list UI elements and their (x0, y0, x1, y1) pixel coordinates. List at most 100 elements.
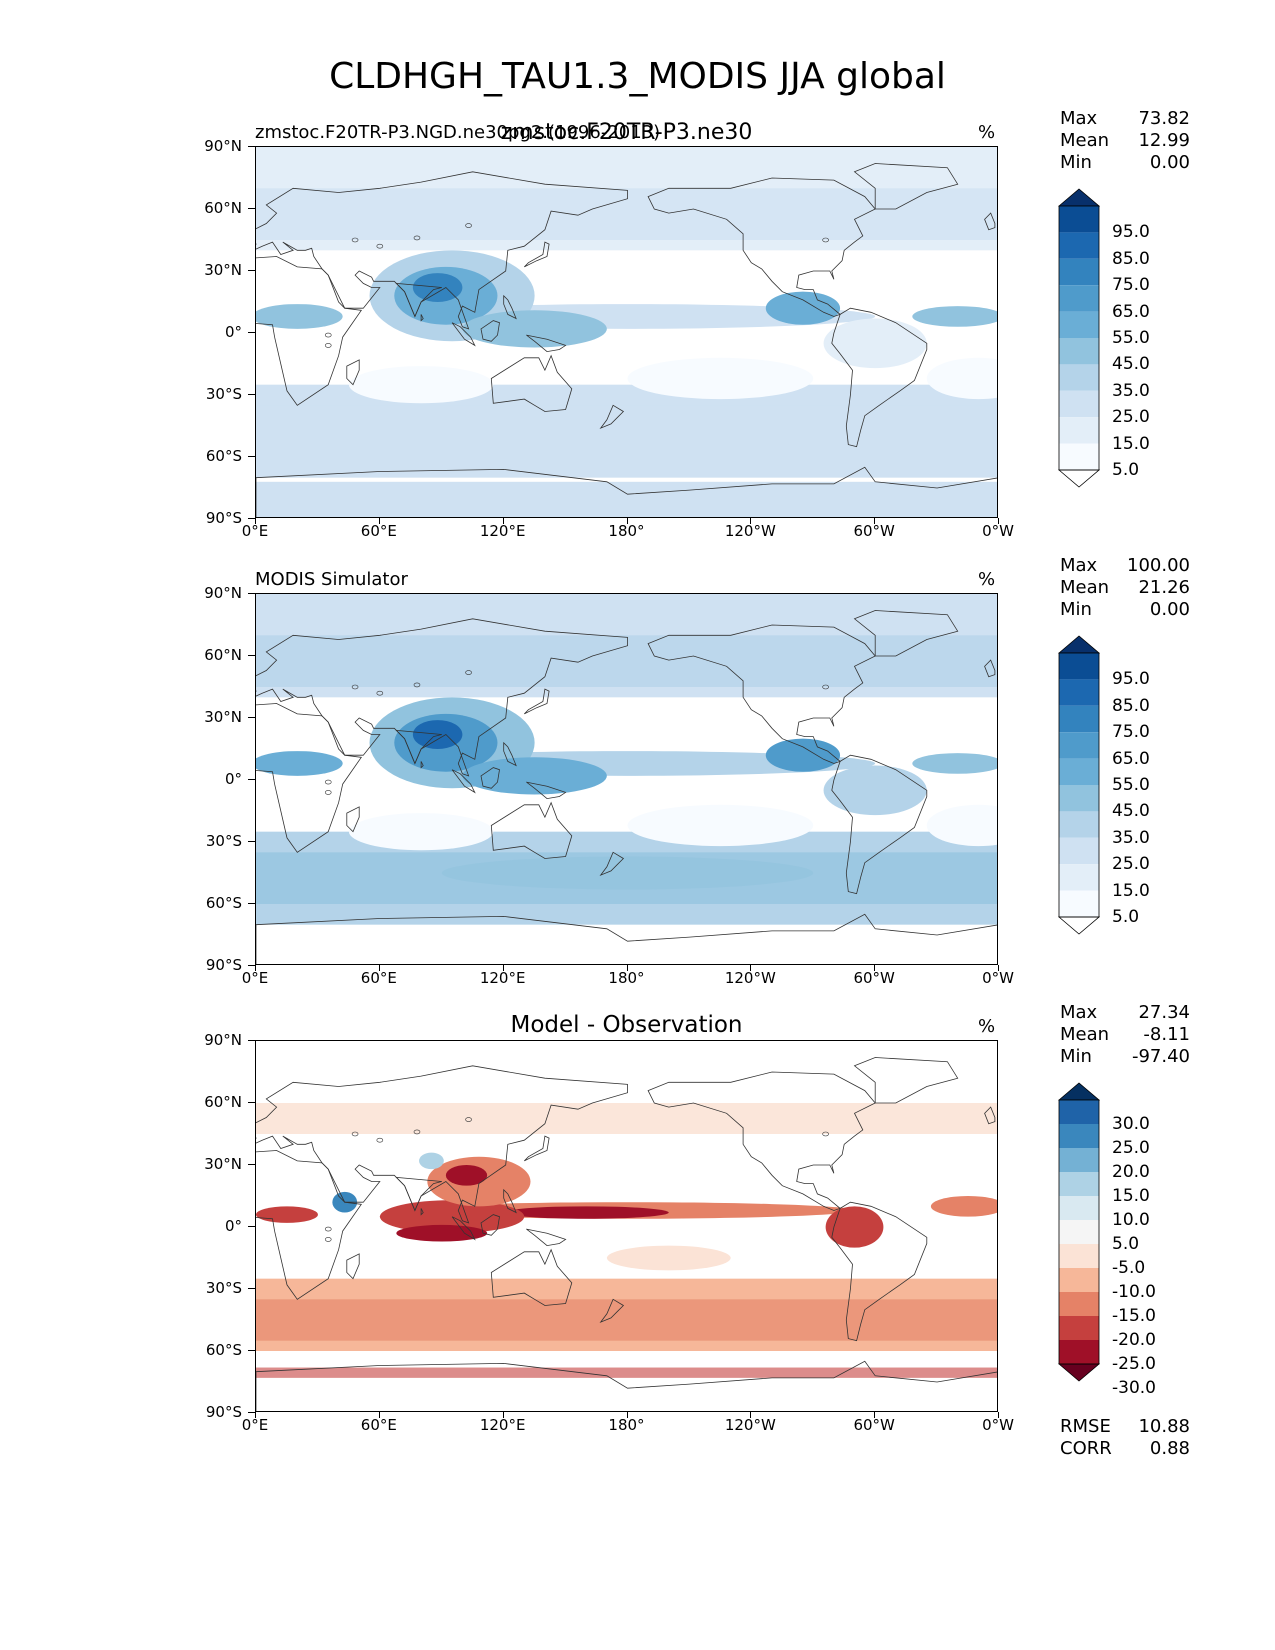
mean-value: 21.26 (1138, 577, 1190, 598)
lat-tick-label: 60°N (204, 1093, 242, 1111)
sumatra-coastline (451, 322, 476, 347)
africa-coastline (256, 256, 363, 406)
new-guinea-coastline (526, 334, 567, 353)
min-label: Min (1060, 599, 1092, 620)
japan-coastline (524, 688, 550, 715)
amazon-cloud (823, 318, 927, 369)
lake-6 (822, 1131, 829, 1137)
colorbar-tick-label: 25.0 (1112, 1138, 1150, 1158)
unit-label: % (978, 1016, 996, 1037)
antarctica-coastline (256, 913, 997, 964)
borneo-coastline (480, 767, 500, 789)
lat-tick-mark (248, 146, 255, 147)
coastlines (256, 610, 997, 964)
itcz-strong-neg (503, 1206, 669, 1219)
max-value: 100.00 (1127, 555, 1190, 576)
new-guinea-coastline (526, 781, 567, 800)
colorbar-segment (1059, 1244, 1099, 1268)
southern-storm-track-strong (256, 1299, 997, 1341)
colorbar-segment (1059, 811, 1099, 838)
colorbar-tick-label: 85.0 (1112, 248, 1150, 269)
colorbar-segment (1059, 338, 1099, 365)
lake-1 (376, 243, 384, 249)
lat-tick-mark (248, 717, 255, 718)
madagascar-coastline (346, 1253, 360, 1280)
colorbar-tick-label: 35.0 (1112, 827, 1150, 848)
max-label: Max (1060, 555, 1098, 576)
madagascar-coastline (346, 359, 360, 386)
uk-coastline (984, 212, 996, 231)
lat-tick-mark (248, 208, 255, 209)
lon-tick-label: 60°W (853, 1416, 895, 1434)
india-interior (395, 1176, 442, 1212)
lat-tick-mark (248, 1102, 255, 1103)
colorbar-tick-label: 30.0 (1112, 1114, 1150, 1134)
mean-label: Mean (1060, 577, 1110, 598)
reference-map (255, 593, 998, 965)
colorbar-top-extend (1057, 1082, 1101, 1101)
lake-5 (324, 343, 332, 348)
lat-tick-label: 60°S (205, 894, 242, 912)
south-america-coastline (831, 1201, 928, 1342)
colorbar-segment (1059, 1100, 1099, 1124)
greenland-coastline (853, 1057, 959, 1104)
lon-tick-mark (750, 1412, 752, 1418)
min-label: Min (1060, 1046, 1092, 1067)
lat-tick-mark (248, 518, 255, 519)
amazon-cloud (823, 765, 927, 816)
equatorial-io-strong-neg (396, 1224, 488, 1242)
lake-6 (822, 237, 829, 243)
lat-tick-label: 30°S (205, 385, 242, 403)
colorbar-tick-label: 75.0 (1112, 275, 1150, 296)
colorbar-top-extend (1057, 188, 1101, 207)
africa-convection (256, 751, 343, 776)
colorbar-tick-label: -10.0 (1112, 1282, 1156, 1302)
colorbar-tick-label: -5.0 (1112, 1258, 1146, 1278)
australia-coastline (490, 1248, 573, 1306)
data-field (256, 147, 997, 517)
colorbar-segment (1059, 1172, 1099, 1196)
lon-tick-label: 60°W (853, 969, 895, 987)
philippines-coastline (503, 1188, 517, 1214)
colorbar-tick-label: 25.0 (1112, 407, 1150, 428)
lat-tick-label: 90°N (204, 137, 242, 155)
northern-midlat-neg (256, 1103, 997, 1134)
antarctic-edge-neg (256, 1367, 997, 1378)
lat-tick-mark (248, 1350, 255, 1351)
japan-coastline (524, 1135, 550, 1162)
rmse-corr-box: RMSE 10.88 CORR 0.88 (1060, 1416, 1190, 1460)
south-pacific-weak-neg (606, 1245, 731, 1271)
lat-tick-label: 60°S (205, 1341, 242, 1359)
lake-4 (324, 1226, 332, 1232)
lon-tick-mark (502, 1412, 504, 1418)
lon-tick-mark (255, 965, 256, 971)
north-america-coastline (647, 1071, 876, 1211)
africa-coastline (256, 1150, 363, 1300)
corr-label: CORR (1060, 1438, 1112, 1459)
lon-tick-mark (874, 1412, 876, 1418)
colorbar-segment (1059, 258, 1099, 286)
lat-tick-label: 30°S (205, 832, 242, 850)
lake-1 (376, 690, 384, 696)
new-zealand-coastline (599, 1298, 625, 1324)
colorbar-segment (1059, 443, 1099, 470)
lon-tick-mark (502, 965, 504, 971)
colorbar (1057, 1082, 1102, 1382)
map-svg (256, 147, 997, 517)
max-value: 27.34 (1138, 1002, 1190, 1023)
lon-tick-label: 60°W (853, 522, 895, 540)
panel-left-label: zmstoc.F20TR-P3.NGD.ne30pg2.(1996-2013) (255, 122, 661, 143)
min-value: -97.40 (1131, 1046, 1190, 1067)
stats-box: Max 27.34 Mean -8.11 Min -97.40 (1060, 1002, 1190, 1068)
lat-tick-label: 60°N (204, 199, 242, 217)
colorbar-tick-label: 55.0 (1112, 775, 1150, 795)
new-zealand-coastline (599, 404, 625, 430)
colorbar-segment (1059, 653, 1099, 680)
colorbar-segment (1059, 837, 1099, 865)
sri-lanka-coastline (420, 761, 424, 769)
maritime-continent (462, 310, 607, 348)
colorbar-tick-label: 5.0 (1112, 907, 1140, 927)
colorbar-segment (1059, 1268, 1099, 1292)
colorbar-tick-label: 5.0 (1112, 1234, 1140, 1254)
lat-tick-mark (248, 593, 255, 594)
